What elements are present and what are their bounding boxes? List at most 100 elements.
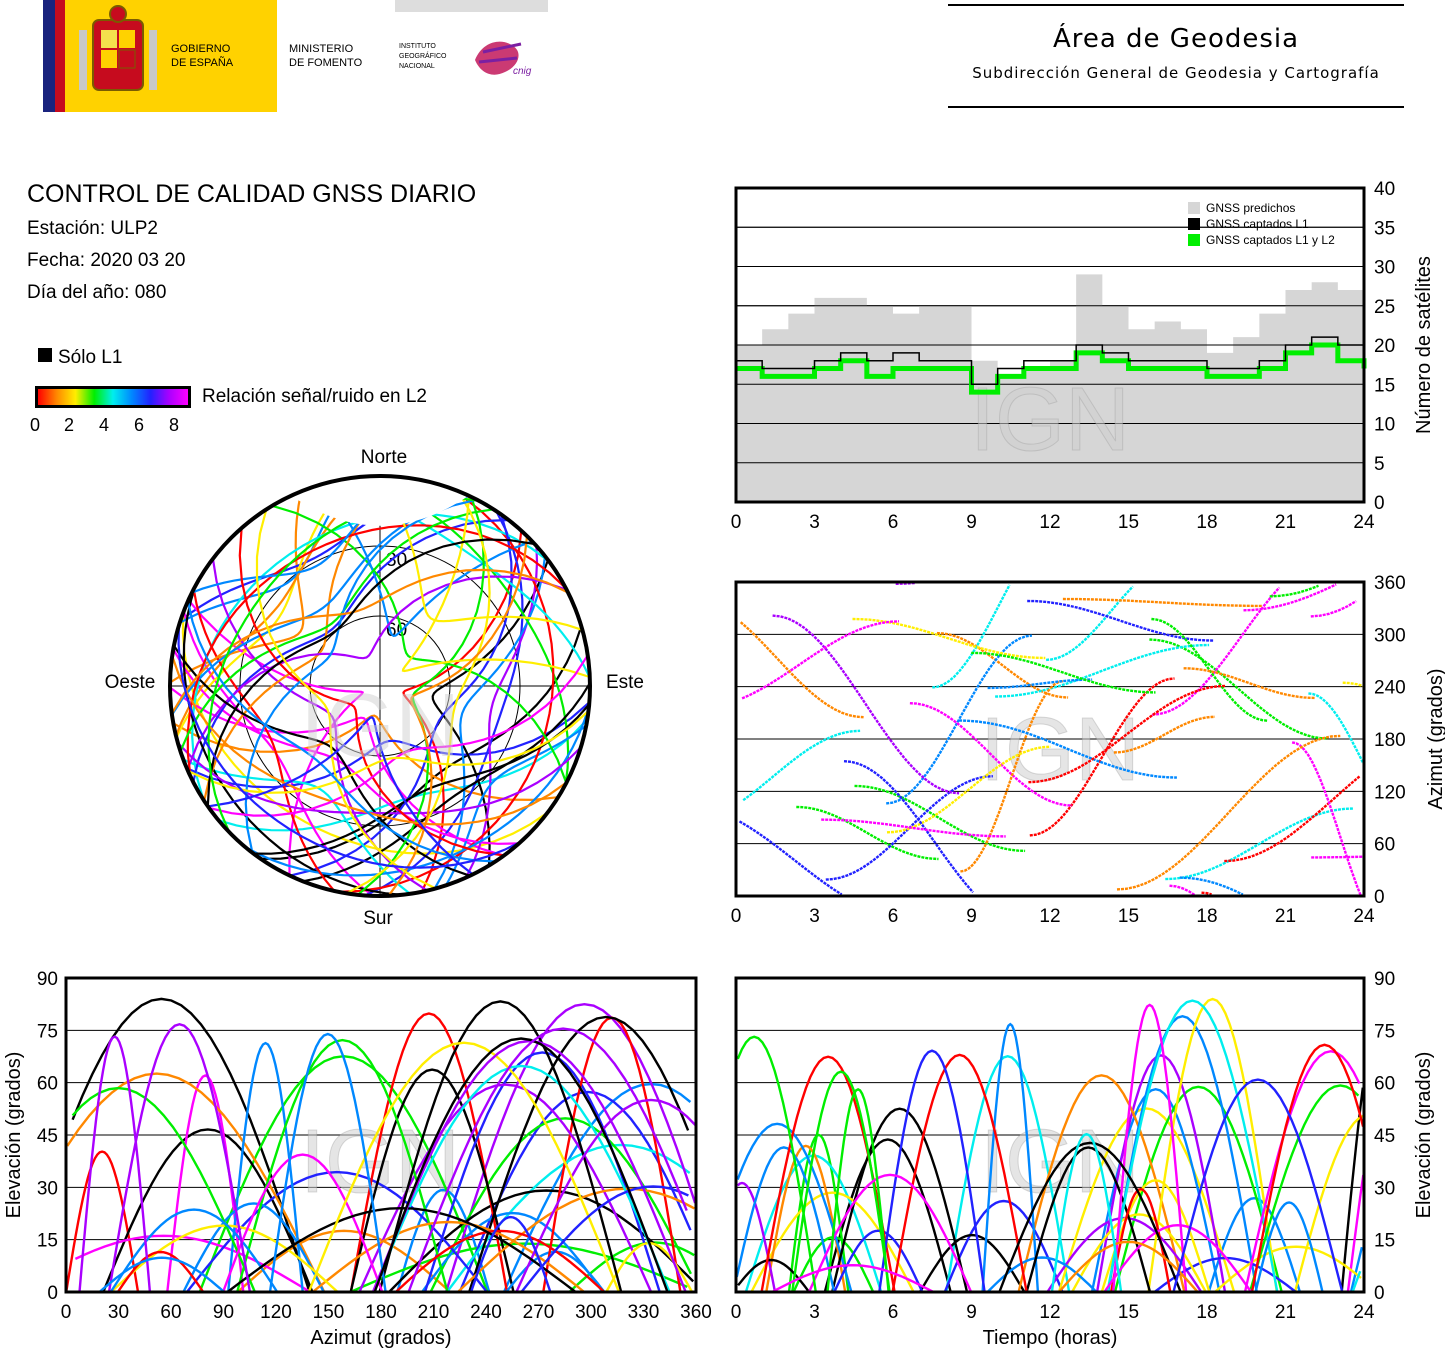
x-tick-label: 3: [809, 512, 820, 533]
elevation-time-arc: [1147, 997, 1278, 1293]
azimuth-track: [932, 584, 1011, 689]
sky-track: [376, 475, 583, 631]
elevation-arc: [78, 1035, 152, 1293]
azimuth-track: [1028, 684, 1226, 784]
sky-track: [238, 527, 505, 857]
legend-label: GNSS predichos: [1206, 201, 1295, 215]
azimuth-track: [739, 621, 864, 719]
header-top-rule: [948, 4, 1404, 6]
elevation-arc: [109, 1208, 279, 1293]
azimuth-track: [1029, 677, 1175, 837]
x-tick-label: 0: [731, 1302, 742, 1323]
elevation-time-arc: [737, 1258, 811, 1293]
x-tick-label: 0: [61, 1302, 72, 1323]
sky-west-label: Oeste: [105, 672, 156, 693]
y-tick-label: 90: [37, 969, 58, 990]
x-tick-label: 15: [1118, 906, 1139, 927]
y-tick-label: 60: [1374, 835, 1395, 856]
elevation-arc: [372, 1064, 671, 1293]
sky-track: [175, 477, 353, 739]
elevation-time-arc: [1107, 1014, 1258, 1293]
elevation-time-arc: [765, 1144, 847, 1293]
elevation-time-arc: [1103, 1223, 1253, 1293]
y-tick-label: 120: [1374, 782, 1406, 803]
sky-track: [170, 568, 569, 715]
elevation-arcs: [65, 997, 697, 1294]
ign-label-1: INSTITUTO: [399, 43, 436, 50]
elevation-arc: [505, 1250, 606, 1293]
elevation-arc: [515, 1098, 697, 1293]
x-tick-label: 240: [470, 1302, 502, 1323]
elevation-time-arc: [1248, 1084, 1360, 1293]
area-header: Área de Geodesia Subdirección General de…: [948, 0, 1404, 112]
azimuth-track: [995, 643, 1210, 698]
azimuth-track: [1151, 617, 1268, 722]
sky-track: [187, 710, 590, 794]
government-logo-block: GOBIERNO DE ESPAÑA MINISTERIO DE FOMENTO…: [43, 0, 548, 112]
y-tick-label: 10: [1374, 415, 1395, 436]
azimuth-track: [909, 702, 1072, 807]
y-tick-label: 15: [1374, 375, 1395, 396]
y-tick-label: 240: [1374, 678, 1406, 699]
y-tick-label: 0: [1374, 887, 1385, 908]
legend-label: GNSS captados L1: [1206, 217, 1309, 231]
azimuth-track: [1183, 667, 1315, 700]
azimuth-track: [959, 719, 1177, 779]
azimuth-tracks: [738, 581, 1365, 897]
elevation-time-arc: [1207, 1196, 1302, 1293]
elevation-arc: [71, 997, 311, 1293]
elevation-time-arc: [823, 1138, 952, 1293]
snr-color-scale: [35, 386, 191, 408]
azimuth-track: [1169, 884, 1197, 897]
y-tick-label: 75: [1374, 1021, 1395, 1042]
sky-north-gap: [291, 476, 469, 526]
elevation-arc: [98, 1256, 225, 1293]
sky-track: [182, 758, 411, 895]
x-tick-label: 21: [1275, 512, 1296, 533]
azimuth-track: [1311, 855, 1363, 859]
azimuth-track: [1224, 775, 1361, 863]
elevation-arc: [429, 1117, 692, 1293]
x-tick-label: 9: [966, 906, 977, 927]
x-tick-label: 24: [1353, 512, 1375, 533]
azimuth-track: [1062, 597, 1263, 608]
y-tick-label: 35: [1374, 218, 1395, 239]
y-tick-label: 0: [1374, 1283, 1385, 1304]
x-tick-label: 150: [313, 1302, 345, 1323]
x-tick-label: 21: [1275, 1302, 1296, 1323]
legend-swatch: [1188, 202, 1200, 214]
sky-track: [179, 476, 355, 624]
elevation-time-arc: [771, 1263, 934, 1294]
elevation-time-arc: [1243, 1049, 1361, 1293]
elevation-arc: [307, 1041, 621, 1293]
x-tick-label: 0: [731, 906, 742, 927]
x-tick-label: 9: [966, 512, 977, 533]
ign-watermark: IGN: [300, 676, 460, 776]
elevation-time-arc: [1095, 1054, 1227, 1293]
ign-label-2: GEOGRÁFICO: [399, 51, 447, 60]
y-tick-label: 15: [1374, 1231, 1395, 1252]
plot-frame: [64, 976, 698, 1294]
sky-track: [208, 654, 589, 817]
y-tick-label: 75: [37, 1021, 58, 1042]
gov-label-2: DE ESPAÑA: [171, 56, 234, 69]
elevation-time-arc: [1351, 1270, 1362, 1293]
elevation-time-arc: [878, 1049, 986, 1293]
y-tick-label: 60: [1374, 1074, 1395, 1095]
x-tick-label: 9: [966, 1302, 977, 1323]
azimuth-track: [1179, 876, 1244, 896]
y-tick-label: 300: [1374, 625, 1406, 646]
legend-swatch: [1188, 218, 1200, 230]
elevation-time-arc: [1100, 1179, 1211, 1293]
azimuth-track: [821, 818, 1006, 838]
sky-north-label: Norte: [361, 447, 407, 468]
elevation-time-arc: [986, 1256, 1098, 1293]
azimuth-track: [742, 729, 861, 802]
x-tick-label: 3: [809, 1302, 820, 1323]
elevation-time-arc: [808, 1173, 973, 1293]
sky-track: [211, 558, 428, 892]
station-label: Estación: ULP2: [27, 218, 158, 239]
ign-watermark: IGN: [980, 700, 1140, 800]
